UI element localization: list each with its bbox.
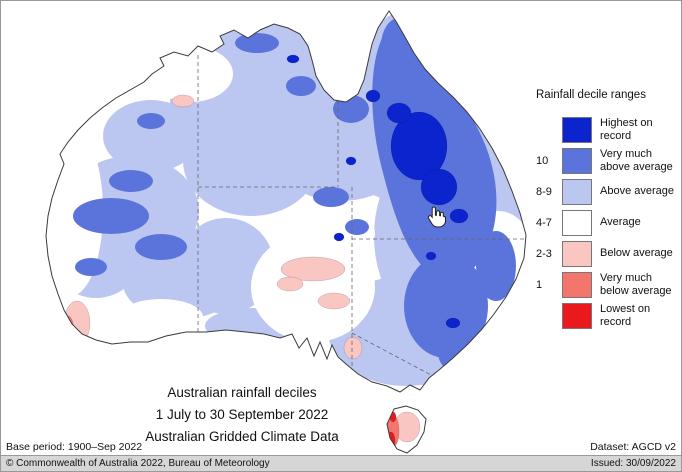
mainland-coastline	[45, 10, 527, 393]
legend-color-swatch	[562, 178, 592, 205]
legend-color-swatch	[562, 240, 592, 267]
legend-range: 8-9	[536, 185, 552, 198]
legend-label: Highest on record	[600, 116, 653, 142]
legend-color-swatch	[562, 147, 592, 174]
legend-label: Very much above average	[600, 147, 673, 173]
status-bar: © Commonwealth of Australia 2022, Bureau…	[1, 455, 681, 471]
issued-text: Issued: 30/09/2022	[590, 458, 676, 469]
legend-row-lowest-on-record: Lowest on record	[534, 300, 681, 331]
mouse-cursor-icon	[427, 206, 446, 228]
legend-label: Above average	[600, 185, 674, 198]
map-title-block: Australian rainfall deciles 1 July to 30…	[89, 382, 395, 448]
legend-row-average: 4-7 Average	[534, 207, 681, 238]
legend-color-swatch	[562, 116, 592, 143]
legend-label: Below average	[600, 247, 673, 260]
regions-highest-on-record	[286, 54, 479, 354]
legend-range: 1	[536, 278, 543, 291]
dataset-text: Dataset: AGCD v2	[590, 441, 676, 453]
legend-color-swatch	[562, 209, 592, 236]
base-period-text: Base period: 1900–Sep 2022	[6, 441, 143, 453]
legend-label: Lowest on record	[600, 302, 651, 328]
legend-range: 2-3	[536, 247, 552, 260]
legend-color-swatch	[562, 302, 592, 329]
legend-color-swatch	[562, 271, 592, 298]
legend-range: 10	[536, 154, 549, 167]
meta-row: Base period: 1900–Sep 2022 Dataset: AGCD…	[1, 440, 681, 454]
legend-label: Average	[600, 216, 641, 229]
copyright-text: © Commonwealth of Australia 2022, Bureau…	[6, 458, 270, 469]
legend-row-highest-on-record: Highest on record	[534, 114, 681, 145]
legend-label: Very much below average	[600, 271, 672, 297]
legend-row-very-much-below-average: 1 Very much below average	[534, 269, 681, 300]
map-title-line3: Australian Gridded Climate Data	[145, 429, 339, 444]
state-borders	[197, 55, 525, 376]
legend-title: Rainfall decile ranges	[536, 89, 646, 101]
legend-row-above-average: 8-9 Above average	[534, 176, 681, 207]
map-title-line1: Australian rainfall deciles	[167, 385, 317, 400]
legend-range: 4-7	[536, 216, 552, 229]
map-title-line2: 1 July to 30 September 2022	[155, 407, 329, 422]
legend-row-very-much-above-average: 10 Very much above average	[534, 145, 681, 176]
rainfall-decile-legend: Rainfall decile ranges Highest on record…	[534, 89, 681, 331]
legend-row-below-average: 2-3 Below average	[534, 238, 681, 269]
